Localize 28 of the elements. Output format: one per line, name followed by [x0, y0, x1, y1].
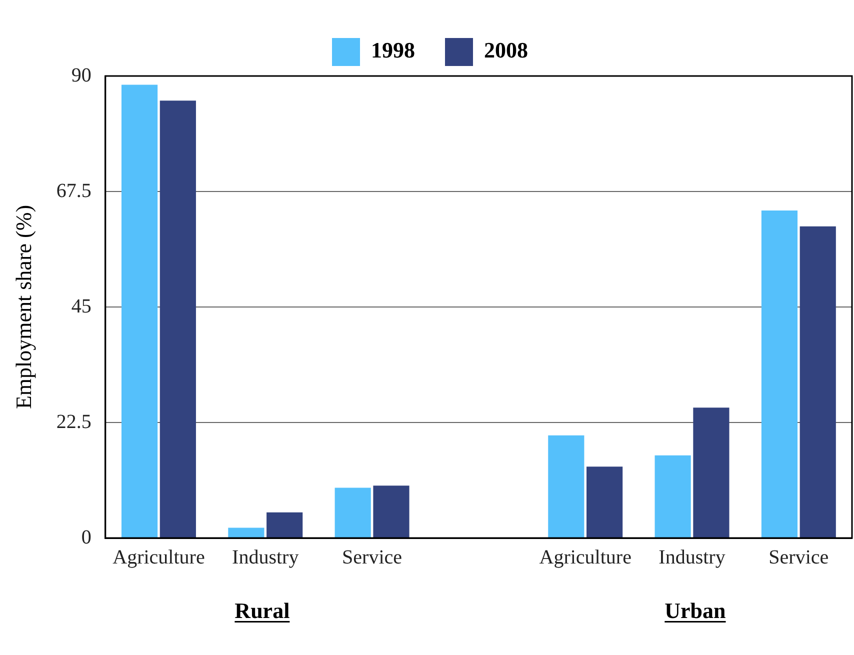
- bar: [800, 226, 836, 538]
- bar: [654, 455, 691, 538]
- bar: [121, 84, 158, 538]
- legend-label: 1998: [371, 38, 415, 63]
- y-tick-label: 45: [71, 295, 92, 318]
- bar: [761, 210, 798, 538]
- text: Urban: [664, 598, 726, 623]
- y-tick-label: 22.5: [56, 410, 92, 433]
- bar: [693, 408, 730, 538]
- bar: [373, 486, 410, 538]
- x-tick-label: Agriculture: [539, 546, 632, 568]
- y-tick-label: 67.5: [56, 180, 92, 202]
- y-tick-label: 0: [81, 526, 92, 548]
- bar: [228, 528, 264, 538]
- x-tick-label: Industry: [658, 546, 726, 568]
- bar: [266, 512, 303, 538]
- y-tick-label: 90: [71, 64, 92, 86]
- bar: [586, 466, 623, 538]
- x-tick-label: Agriculture: [112, 546, 205, 568]
- bar: [334, 488, 371, 538]
- y-axis-title: Employment share (%): [10, 204, 36, 410]
- bar: [160, 100, 196, 538]
- x-tick-label: Service: [342, 546, 402, 568]
- text: Rural: [234, 598, 290, 623]
- bar: [548, 435, 584, 538]
- legend-label: 2008: [484, 38, 528, 63]
- x-tick-label: Service: [768, 546, 829, 568]
- x-tick-label: Industry: [232, 546, 299, 568]
